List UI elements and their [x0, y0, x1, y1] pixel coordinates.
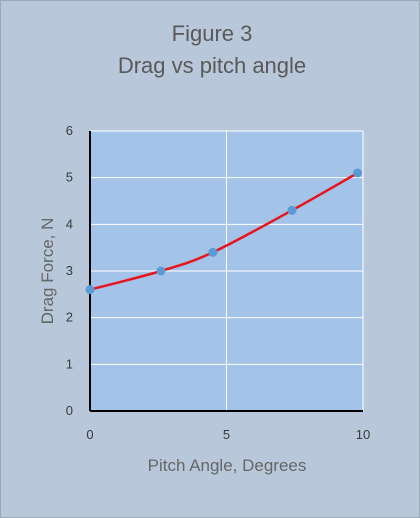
x-tick-label: 5 [223, 427, 230, 442]
x-tick-label: 0 [86, 427, 93, 442]
y-tick-label: 3 [66, 263, 73, 278]
tick-labels: 0 1 2 3 4 5 6 0 5 10 [66, 123, 370, 442]
data-point [156, 266, 166, 276]
x-axis-label: Pitch Angle, Degrees [148, 456, 307, 475]
y-axis-label: Drag Force, N [38, 218, 57, 325]
x-tick-label: 10 [356, 427, 370, 442]
axes [89, 131, 363, 412]
gridlines [90, 130, 364, 411]
y-tick-label: 0 [66, 403, 73, 418]
data-point [85, 285, 95, 295]
chart-subtitle: Drag vs pitch angle [118, 53, 306, 78]
y-tick-label: 4 [66, 216, 73, 231]
y-tick-label: 6 [66, 123, 73, 138]
y-tick-label: 1 [66, 356, 73, 371]
data-point [208, 247, 218, 257]
chart-title: Figure 3 [172, 21, 253, 46]
y-tick-label: 2 [66, 310, 73, 325]
data-point [353, 168, 363, 178]
y-tick-label: 5 [66, 170, 73, 185]
series [85, 168, 363, 295]
data-point [287, 205, 297, 215]
